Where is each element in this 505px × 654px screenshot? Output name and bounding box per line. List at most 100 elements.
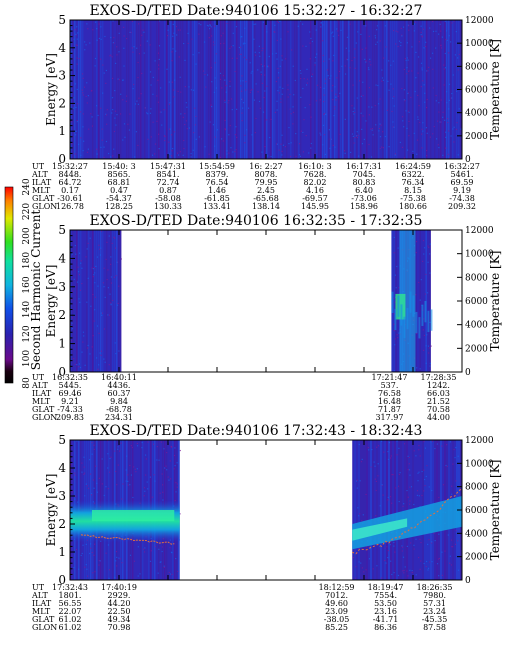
ephemeris-value: 71.87 xyxy=(378,405,401,414)
y2-tick-label: 0 xyxy=(465,576,471,586)
ephemeris-value: 126.78 xyxy=(56,202,84,211)
y-tick-label: 0 xyxy=(58,573,66,587)
ephemeris-value: 61.02 xyxy=(59,623,82,632)
y-axis-label: Energy [eV] xyxy=(44,474,58,547)
panel-1: EXOS-D/TED Date:940106 15:32:27 - 16:32:… xyxy=(31,3,502,211)
colorbar-tick-label: 120 xyxy=(22,325,32,342)
ephemeris-value: 0.47 xyxy=(110,186,128,195)
ephemeris-value: 70.58 xyxy=(427,405,450,414)
y-tick-label: 5 xyxy=(58,223,66,237)
spectrogram-image xyxy=(70,20,462,159)
colorbar-tick-label: 80 xyxy=(22,377,32,389)
ephemeris-value: 70.98 xyxy=(108,623,131,632)
ephemeris-value: 66.03 xyxy=(427,389,450,398)
ephemeris-value: 22.07 xyxy=(59,607,82,616)
ephemeris-value: 6322. xyxy=(402,170,425,179)
panel-title: EXOS-D/TED Date:940106 16:32:35 - 17:32:… xyxy=(90,213,423,229)
y-tick-label: 2 xyxy=(58,308,66,322)
ephemeris-value: 85.25 xyxy=(325,623,348,632)
ephemeris-row-label: ILAT xyxy=(32,389,52,398)
y2-tick-label: 4000 xyxy=(465,109,488,119)
ephemeris-value: 87.58 xyxy=(423,623,446,632)
ephemeris-value: 18:26:35 xyxy=(417,583,453,592)
ephemeris-value: -45.35 xyxy=(422,615,448,624)
ephemeris-row-label: ALT xyxy=(31,381,48,390)
ephemeris-value: 2929. xyxy=(108,591,131,600)
ephemeris-value: 1242. xyxy=(427,381,450,390)
y2-axis-label: Temperature [K] xyxy=(488,460,502,561)
y2-tick-label: 4000 xyxy=(465,321,488,331)
ephemeris-value: 21.52 xyxy=(427,397,450,406)
ephemeris-value: 17:28:35 xyxy=(421,373,457,382)
ephemeris-value: 0.17 xyxy=(61,186,79,195)
y-tick-label: 1 xyxy=(58,337,66,351)
ephemeris-value: 44.00 xyxy=(427,413,450,422)
y-axis-label: Energy [eV] xyxy=(44,265,58,338)
ephemeris-value: 18:19:47 xyxy=(368,583,404,592)
ephemeris-value: 317.97 xyxy=(375,413,403,422)
ephemeris-value: 2.45 xyxy=(257,186,275,195)
ephemeris-value: 138.14 xyxy=(252,202,280,211)
y2-tick-label: 12000 xyxy=(465,16,494,26)
ephemeris-value: 128.25 xyxy=(105,202,133,211)
ephemeris-value: 49.34 xyxy=(108,615,131,624)
ephemeris-value: 15:40: 3 xyxy=(102,162,135,171)
y-tick-label: 1 xyxy=(58,124,66,138)
y2-tick-label: 2000 xyxy=(465,553,488,563)
ephemeris-value: -30.61 xyxy=(57,194,83,203)
ephemeris-value: 4.16 xyxy=(306,186,324,195)
y-tick-label: 3 xyxy=(58,280,66,294)
ephemeris-row-label: ALT xyxy=(31,170,48,179)
y2-tick-label: 8000 xyxy=(465,273,488,283)
ephemeris-value: 16:17:31 xyxy=(346,162,382,171)
ephemeris-value: 6.40 xyxy=(355,186,373,195)
ephemeris-value: 9.19 xyxy=(453,186,471,195)
y-tick-label: 1 xyxy=(58,545,66,559)
ephemeris-value: 8541. xyxy=(157,170,180,179)
panel-title: EXOS-D/TED Date:940106 17:32:43 - 18:32:… xyxy=(90,423,423,439)
ephemeris-value: 16.48 xyxy=(378,397,401,406)
ephemeris-value: 7012. xyxy=(325,591,348,600)
ephemeris-value: 0.87 xyxy=(159,186,177,195)
panels: EXOS-D/TED Date:940106 15:32:27 - 16:32:… xyxy=(31,3,502,632)
ephemeris-row-label: GLON xyxy=(32,202,57,211)
colorbar-gradient xyxy=(4,186,14,384)
ephemeris-value: 8379. xyxy=(206,170,229,179)
ephemeris-value: 17:40:19 xyxy=(101,583,137,592)
ephemeris-value: 64.72 xyxy=(59,178,82,187)
ephemeris-value: 537. xyxy=(381,381,399,390)
ephemeris-value: 7045. xyxy=(353,170,376,179)
ephemeris-value: 9.21 xyxy=(61,397,79,406)
ephemeris-row-label: MLT xyxy=(32,397,51,406)
ephemeris-row-label: GLON xyxy=(32,623,57,632)
ephemeris-value: 133.41 xyxy=(203,202,231,211)
ephemeris-value: 16:40:11 xyxy=(101,373,137,382)
ephemeris-value: 53.50 xyxy=(374,599,397,608)
y-tick-label: 4 xyxy=(58,251,66,265)
ephemeris-value: 23.24 xyxy=(423,607,446,616)
colorbar-label: Second Harmonic Current xyxy=(29,210,43,371)
ephemeris-value: 8.15 xyxy=(404,186,422,195)
ephemeris-value: -69.57 xyxy=(302,194,328,203)
ephemeris-value: 61.02 xyxy=(59,615,82,624)
ephemeris-value: 8565. xyxy=(108,170,131,179)
ephemeris-value: -38.05 xyxy=(324,615,350,624)
ephemeris-value: -68.78 xyxy=(106,405,132,414)
ephemeris-value: 16:32:35 xyxy=(52,373,88,382)
ephemeris-value: 8448. xyxy=(59,170,82,179)
colorbar-tick-label: 140 xyxy=(22,301,32,318)
ephemeris-row-label: UT xyxy=(32,162,45,171)
ephemeris-value: 56.55 xyxy=(59,599,82,608)
ephemeris-value: -54.37 xyxy=(106,194,132,203)
ephemeris-row-label: MLT xyxy=(32,186,51,195)
ephemeris-row-label: ILAT xyxy=(32,599,52,608)
ephemeris-row-label: UT xyxy=(32,583,45,592)
ephemeris-value: 16: 2:27 xyxy=(249,162,282,171)
y-tick-label: 0 xyxy=(58,365,66,379)
ephemeris-value: 44.20 xyxy=(108,599,131,608)
y2-axis-label: Temperature [K] xyxy=(488,251,502,352)
ephemeris-value: 130.33 xyxy=(154,202,182,211)
colorbar-tick-label: 220 xyxy=(22,203,32,220)
ephemeris-value: -58.08 xyxy=(155,194,181,203)
